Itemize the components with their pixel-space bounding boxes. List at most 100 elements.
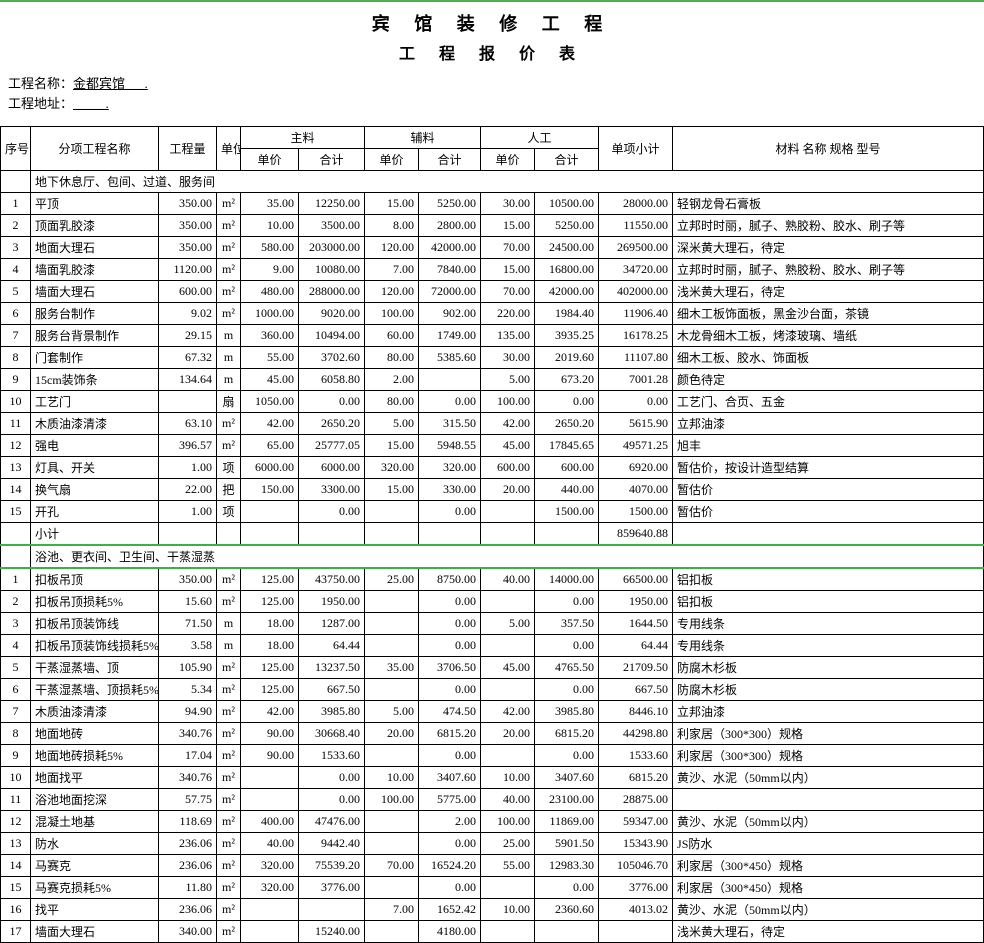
subtotal-row: 小计859640.88	[1, 523, 984, 546]
cell-ap: 60.00	[365, 325, 419, 347]
cell-mat: 黄沙、水泥（50mm以内）	[673, 899, 984, 921]
cell-mt: 64.44	[299, 635, 365, 657]
cell-mat: 旭丰	[673, 435, 984, 457]
cell-at: 0.00	[419, 501, 481, 523]
table-row: 8门套制作67.32m55.003702.6080.005385.6030.00…	[1, 347, 984, 369]
cell-lp: 25.00	[481, 833, 535, 855]
cell-ap	[365, 877, 419, 899]
cell-lp: 135.00	[481, 325, 535, 347]
table-row: 1平顶350.00m²35.0012250.0015.005250.0030.0…	[1, 193, 984, 215]
cell-mt: 25777.05	[299, 435, 365, 457]
table-row: 7服务台背景制作29.15m360.0010494.0060.001749.00…	[1, 325, 984, 347]
cell-ap: 100.00	[365, 303, 419, 325]
table-header: 序号 分项工程名称 工程量 单位 主料 辅料 人工 单项小计 材料 名称 规格 …	[1, 127, 984, 171]
project-name-label: 工程名称：	[8, 76, 73, 91]
cell-lt: 0.00	[535, 679, 599, 701]
cell-mp: 35.00	[241, 193, 299, 215]
cell-at: 5775.00	[419, 789, 481, 811]
cell-name: 服务台背景制作	[31, 325, 159, 347]
th-main-material: 主料	[241, 127, 365, 149]
cell-mat: 浅米黄大理石，待定	[673, 281, 984, 303]
table-row: 11浴池地面挖深57.75m²0.00100.005775.0040.00231…	[1, 789, 984, 811]
table-row: 12强电396.57m²65.0025777.0515.005948.5545.…	[1, 435, 984, 457]
cell-seq: 1	[1, 568, 31, 591]
cell-mat: 暂估价	[673, 501, 984, 523]
cell-mt: 10080.00	[299, 259, 365, 281]
cell-seq: 4	[1, 259, 31, 281]
cell-lt: 2650.20	[535, 413, 599, 435]
cell-mp: 125.00	[241, 591, 299, 613]
cell-ap: 2.00	[365, 369, 419, 391]
cell-mt: 0.00	[299, 789, 365, 811]
cell-seq: 7	[1, 325, 31, 347]
cell-seq: 13	[1, 457, 31, 479]
cell-qty: 236.06	[159, 833, 217, 855]
cell-mat: 工艺门、合页、五金	[673, 391, 984, 413]
th-labor: 人工	[481, 127, 599, 149]
cell-ap: 5.00	[365, 701, 419, 723]
cell-mat: 防腐木杉板	[673, 657, 984, 679]
table-row: 10工艺门扇1050.000.0080.000.00100.000.000.00…	[1, 391, 984, 413]
cell-at: 5250.00	[419, 193, 481, 215]
cell-mt: 15240.00	[299, 921, 365, 943]
cell-sub: 402000.00	[599, 281, 673, 303]
cell-lt: 600.00	[535, 457, 599, 479]
th-ap: 单价	[365, 149, 419, 171]
cell-mt: 0.00	[299, 501, 365, 523]
cell-mp	[241, 767, 299, 789]
cell-lp: 15.00	[481, 215, 535, 237]
cell-sub: 1644.50	[599, 613, 673, 635]
cell-qty: 29.15	[159, 325, 217, 347]
cell-seq: 10	[1, 391, 31, 413]
cell-lp: 220.00	[481, 303, 535, 325]
cell-unit: m²	[217, 193, 241, 215]
cell-sub: 28875.00	[599, 789, 673, 811]
cell-seq: 6	[1, 303, 31, 325]
cell-mp: 320.00	[241, 855, 299, 877]
cell-name: 干蒸湿蒸墙、顶损耗5%	[31, 679, 159, 701]
th-lt: 合计	[535, 149, 599, 171]
cell-mp: 125.00	[241, 657, 299, 679]
cell-seq: 4	[1, 635, 31, 657]
cell-sub: 66500.00	[599, 568, 673, 591]
cell-ap	[365, 635, 419, 657]
cell-at: 1749.00	[419, 325, 481, 347]
cell-lt	[535, 921, 599, 943]
section-seq-empty	[1, 171, 31, 193]
cell-name: 扣板吊顶损耗5%	[31, 591, 159, 613]
th-aux-material: 辅料	[365, 127, 481, 149]
cell-ap: 7.00	[365, 899, 419, 921]
cell-lt: 17845.65	[535, 435, 599, 457]
cell-lp	[481, 877, 535, 899]
cell-mat: 立邦时时丽，腻子、熟胶粉、胶水、刷子等	[673, 215, 984, 237]
cell-mp: 18.00	[241, 613, 299, 635]
cell-qty: 63.10	[159, 413, 217, 435]
subtotal-empty	[419, 523, 481, 546]
cell-mp: 42.00	[241, 701, 299, 723]
cell-seq: 15	[1, 501, 31, 523]
cell-qty: 1.00	[159, 501, 217, 523]
cell-ap: 120.00	[365, 281, 419, 303]
cell-mt: 10494.00	[299, 325, 365, 347]
cell-mat: 利家居（300*300）规格	[673, 723, 984, 745]
cell-unit: m²	[217, 259, 241, 281]
cell-seq: 9	[1, 745, 31, 767]
cell-sub: 1533.60	[599, 745, 673, 767]
cell-lp	[481, 679, 535, 701]
cell-mp	[241, 921, 299, 943]
cell-mt: 9020.00	[299, 303, 365, 325]
cell-name: 服务台制作	[31, 303, 159, 325]
cell-at: 4180.00	[419, 921, 481, 943]
cell-mt: 43750.00	[299, 568, 365, 591]
cell-at: 0.00	[419, 745, 481, 767]
cell-mat: 铝扣板	[673, 568, 984, 591]
cell-ap	[365, 921, 419, 943]
cell-at: 6815.20	[419, 723, 481, 745]
section-title-row: 浴池、更衣间、卫生间、干蒸湿蒸	[1, 545, 984, 568]
cell-lp: 55.00	[481, 855, 535, 877]
cell-mat: 立邦油漆	[673, 413, 984, 435]
cell-at: 3407.60	[419, 767, 481, 789]
cell-lp: 45.00	[481, 657, 535, 679]
cell-ap	[365, 745, 419, 767]
cell-mp: 125.00	[241, 568, 299, 591]
